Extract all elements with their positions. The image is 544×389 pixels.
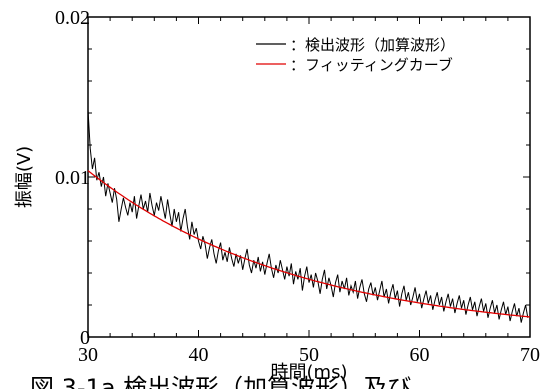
x-tick-label: 60 xyxy=(410,344,430,366)
ticks xyxy=(87,16,531,338)
series-layer xyxy=(87,109,531,323)
x-tick-label: 40 xyxy=(189,344,209,366)
y-axis-title: 振幅(V) xyxy=(14,146,35,208)
figure-caption: 図 3-1a 検出波形（加算波形）及び xyxy=(30,374,411,389)
x-tick-label: 30 xyxy=(78,344,98,366)
legend: ：検出波形（加算波形） ：フィッティングカーブ xyxy=(256,36,455,74)
x-tick-label: 70 xyxy=(520,344,540,366)
legend-label-detected: ：検出波形（加算波形） xyxy=(290,36,455,54)
y-tick-label: 0.02 xyxy=(55,7,90,29)
y-tick-label: 0 xyxy=(80,327,90,349)
x-axis-title: 時間(ms) xyxy=(271,362,348,383)
legend-label-fitting: ：フィッティングカーブ xyxy=(290,56,453,74)
y-tick-label: 0.01 xyxy=(55,167,90,189)
fitting-curve-line xyxy=(87,170,531,318)
detected-waveform-line xyxy=(87,109,529,323)
tick-labels: 30 40 50 60 70 0 0.01 0.02 xyxy=(55,7,540,366)
plot-area xyxy=(87,16,531,338)
x-tick-label: 50 xyxy=(299,344,319,366)
